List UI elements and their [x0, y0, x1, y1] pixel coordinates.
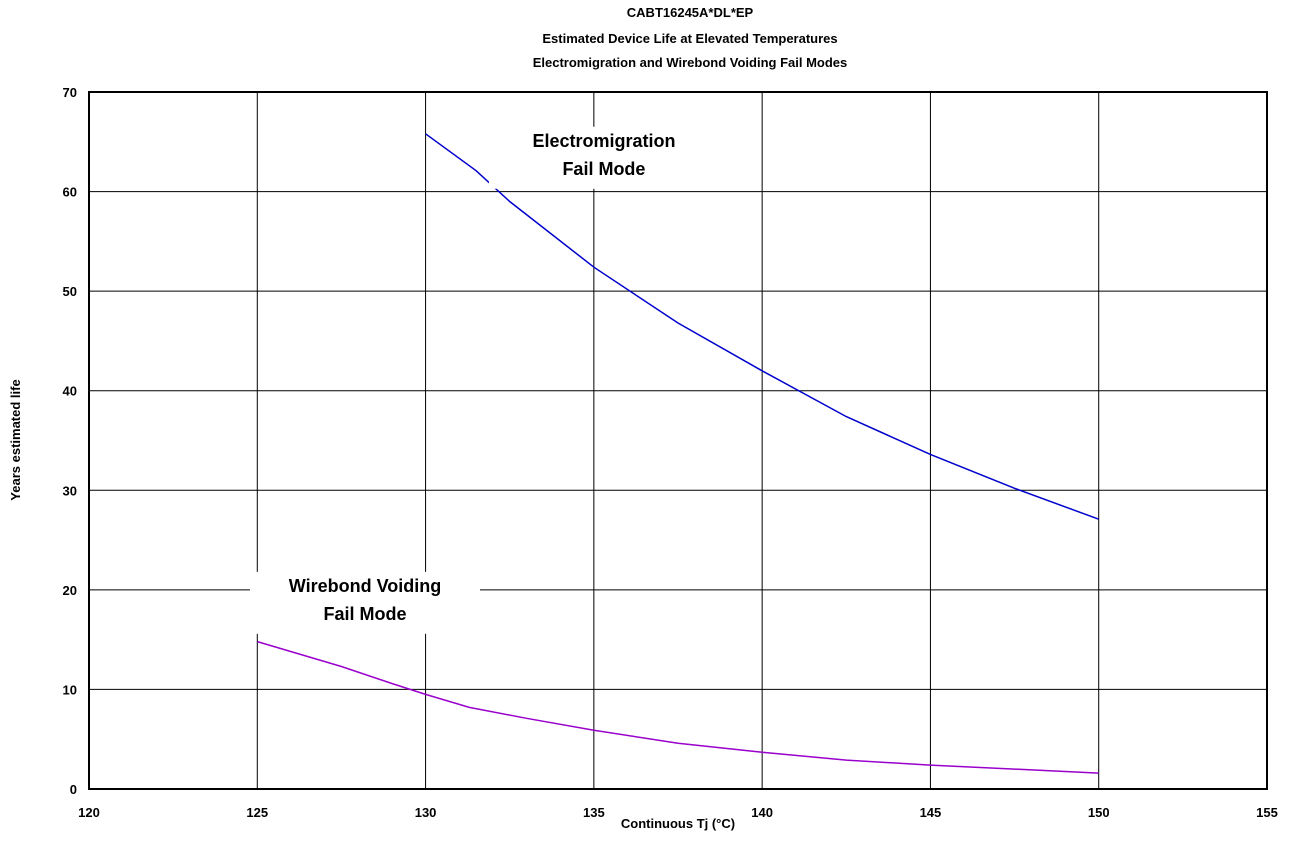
annotations: Electromigration Fail Mode Wirebond Voidin…	[249, 126, 719, 634]
y-tick-label: 10	[63, 682, 77, 697]
chart-title: CABT16245A*DL*EP Estimated Device Life a…	[533, 5, 848, 70]
x-tick-label: 140	[751, 805, 773, 820]
x-tick-label: 120	[78, 805, 100, 820]
y-tick-label: 30	[63, 483, 77, 498]
y-tick-label: 60	[63, 185, 77, 200]
chart-title-line-2: Estimated Device Life at Elevated Temper…	[542, 31, 837, 46]
grid-lines	[89, 92, 1267, 789]
y-tick-label: 20	[63, 583, 77, 598]
annotation-label-1: Fail Mode	[562, 159, 645, 179]
x-tick-label: 135	[583, 805, 605, 820]
series-lines	[257, 133, 1099, 774]
chart-title-line-3: Electromigration and Wirebond Voiding Fa…	[533, 55, 848, 70]
chart-title-line-1: CABT16245A*DL*EP	[627, 5, 754, 20]
annotation-label-2: Wirebond Voiding	[289, 576, 441, 596]
x-tick-label: 150	[1088, 805, 1110, 820]
x-tick-label: 130	[415, 805, 437, 820]
y-axis-title: Years estimated life	[8, 379, 23, 500]
y-tick-labels: 0 10 20 30 40 50 60 70	[63, 85, 77, 797]
x-axis-title: Continuous Tj (°C)	[621, 816, 735, 831]
plot-frame	[88, 91, 1268, 790]
x-tick-label: 145	[920, 805, 942, 820]
y-tick-label: 70	[63, 85, 77, 100]
series-line-2	[257, 640, 1099, 774]
annotation-label-1: Electromigration	[532, 131, 675, 151]
annotation-background	[488, 126, 719, 189]
y-tick-label: 50	[63, 284, 77, 299]
x-tick-labels: 120 125 130 135 140 145 150 155	[78, 805, 1278, 820]
annotation-label-2: Fail Mode	[323, 604, 406, 624]
y-tick-label: 40	[63, 384, 77, 399]
x-tick-label: 155	[1256, 805, 1278, 820]
x-tick-label: 125	[246, 805, 268, 820]
y-tick-label: 0	[70, 782, 77, 797]
annotation-background	[249, 571, 480, 634]
